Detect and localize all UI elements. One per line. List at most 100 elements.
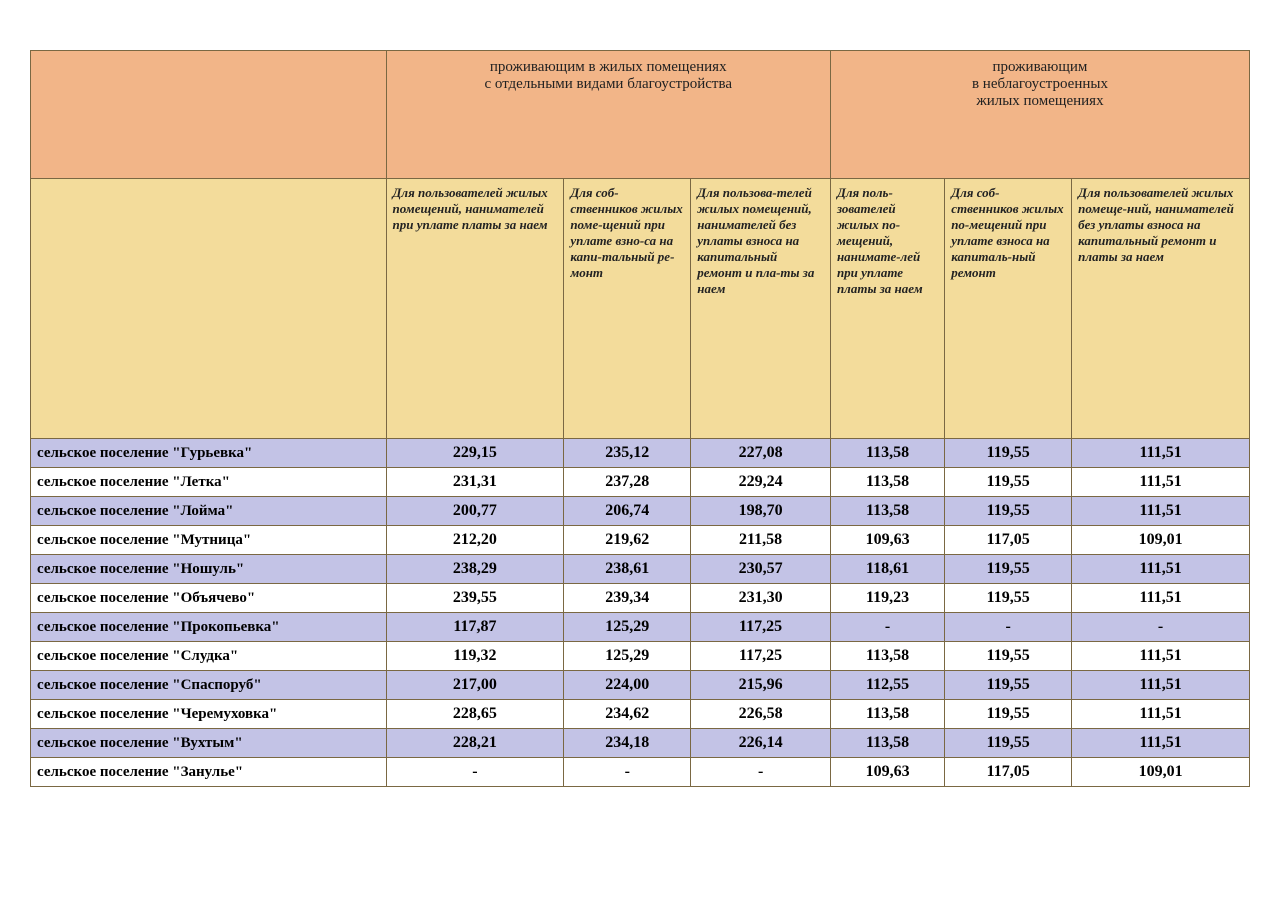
cell-value: 239,34 bbox=[564, 584, 691, 613]
row-name: сельское поселение "Черемуховка" bbox=[31, 700, 387, 729]
cell-value: 119,55 bbox=[945, 468, 1072, 497]
sub-header-empty bbox=[31, 179, 387, 439]
cell-value: 219,62 bbox=[564, 526, 691, 555]
cell-value: 234,18 bbox=[564, 729, 691, 758]
cell-value: 125,29 bbox=[564, 642, 691, 671]
cell-value: 119,55 bbox=[945, 671, 1072, 700]
cell-value: 119,55 bbox=[945, 497, 1072, 526]
sub-header-row: Для пользователей жилых помещений, наним… bbox=[31, 179, 1250, 439]
cell-value: 111,51 bbox=[1072, 468, 1250, 497]
cell-value: 224,00 bbox=[564, 671, 691, 700]
tariff-table: проживающим в жилых помещенияхс отдельны… bbox=[30, 50, 1250, 787]
cell-value: 109,63 bbox=[830, 758, 944, 787]
cell-value: 119,55 bbox=[945, 729, 1072, 758]
cell-value: 113,58 bbox=[830, 468, 944, 497]
table-row: сельское поселение "Мутница"212,20219,62… bbox=[31, 526, 1250, 555]
row-name: сельское поселение "Слудка" bbox=[31, 642, 387, 671]
cell-value: 226,14 bbox=[691, 729, 831, 758]
cell-value: 113,58 bbox=[830, 729, 944, 758]
cell-value: 111,51 bbox=[1072, 729, 1250, 758]
cell-value: - bbox=[691, 758, 831, 787]
cell-value: 235,12 bbox=[564, 439, 691, 468]
table-row: сельское поселение "Черемуховка"228,6523… bbox=[31, 700, 1250, 729]
table-row: сельское поселение "Ношуль"238,29238,612… bbox=[31, 555, 1250, 584]
row-name: сельское поселение "Вухтым" bbox=[31, 729, 387, 758]
cell-value: 215,96 bbox=[691, 671, 831, 700]
sub-header-6: Для пользователей жилых помеще-ний, нани… bbox=[1072, 179, 1250, 439]
cell-value: 238,61 bbox=[564, 555, 691, 584]
row-name: сельское поселение "Мутница" bbox=[31, 526, 387, 555]
cell-value: 111,51 bbox=[1072, 497, 1250, 526]
group-header-b: проживающимв неблагоустроенныхжилых поме… bbox=[830, 51, 1249, 179]
cell-value: 230,57 bbox=[691, 555, 831, 584]
row-name: сельское поселение "Гурьевка" bbox=[31, 439, 387, 468]
cell-value: 117,25 bbox=[691, 642, 831, 671]
cell-value: 217,00 bbox=[386, 671, 564, 700]
cell-value: 111,51 bbox=[1072, 555, 1250, 584]
cell-value: 206,74 bbox=[564, 497, 691, 526]
cell-value: 229,24 bbox=[691, 468, 831, 497]
row-name: сельское поселение "Объячево" bbox=[31, 584, 387, 613]
cell-value: 113,58 bbox=[830, 497, 944, 526]
cell-value: 234,62 bbox=[564, 700, 691, 729]
cell-value: 119,55 bbox=[945, 555, 1072, 584]
cell-value: 119,55 bbox=[945, 584, 1072, 613]
sub-header-2: Для соб-ственников жилых поме-щений при … bbox=[564, 179, 691, 439]
cell-value: - bbox=[945, 613, 1072, 642]
cell-value: 113,58 bbox=[830, 642, 944, 671]
cell-value: 119,32 bbox=[386, 642, 564, 671]
cell-value: 117,05 bbox=[945, 526, 1072, 555]
cell-value: 113,58 bbox=[830, 700, 944, 729]
table-row: сельское поселение "Занулье"---109,63117… bbox=[31, 758, 1250, 787]
table-row: сельское поселение "Летка"231,31237,2822… bbox=[31, 468, 1250, 497]
cell-value: 226,58 bbox=[691, 700, 831, 729]
cell-value: 118,61 bbox=[830, 555, 944, 584]
cell-value: 228,21 bbox=[386, 729, 564, 758]
table-row: сельское поселение "Лойма"200,77206,7419… bbox=[31, 497, 1250, 526]
cell-value: 231,30 bbox=[691, 584, 831, 613]
cell-value: 231,31 bbox=[386, 468, 564, 497]
table-row: сельское поселение "Прокопьевка"117,8712… bbox=[31, 613, 1250, 642]
row-name: сельское поселение "Летка" bbox=[31, 468, 387, 497]
cell-value: 200,77 bbox=[386, 497, 564, 526]
cell-value: 109,63 bbox=[830, 526, 944, 555]
cell-value: - bbox=[386, 758, 564, 787]
cell-value: 117,05 bbox=[945, 758, 1072, 787]
group-header-a: проживающим в жилых помещенияхс отдельны… bbox=[386, 51, 830, 179]
cell-value: 237,28 bbox=[564, 468, 691, 497]
table-row: сельское поселение "Спаспоруб"217,00224,… bbox=[31, 671, 1250, 700]
group-header-empty bbox=[31, 51, 387, 179]
cell-value: 229,15 bbox=[386, 439, 564, 468]
cell-value: - bbox=[564, 758, 691, 787]
row-name: сельское поселение "Прокопьевка" bbox=[31, 613, 387, 642]
cell-value: 112,55 bbox=[830, 671, 944, 700]
cell-value: 117,25 bbox=[691, 613, 831, 642]
cell-value: 119,55 bbox=[945, 700, 1072, 729]
table-row: сельское поселение "Слудка"119,32125,291… bbox=[31, 642, 1250, 671]
sub-header-3: Для пользова-телей жилых помещений, нани… bbox=[691, 179, 831, 439]
table-row: сельское поселение "Гурьевка"229,15235,1… bbox=[31, 439, 1250, 468]
cell-value: 113,58 bbox=[830, 439, 944, 468]
table-body: сельское поселение "Гурьевка"229,15235,1… bbox=[31, 439, 1250, 787]
cell-value: 111,51 bbox=[1072, 584, 1250, 613]
cell-value: 119,55 bbox=[945, 439, 1072, 468]
cell-value: 238,29 bbox=[386, 555, 564, 584]
cell-value: 198,70 bbox=[691, 497, 831, 526]
sub-header-5: Для соб-ственников жилых по-мещений при … bbox=[945, 179, 1072, 439]
cell-value: 109,01 bbox=[1072, 526, 1250, 555]
table-row: сельское поселение "Объячево"239,55239,3… bbox=[31, 584, 1250, 613]
sub-header-1: Для пользователей жилых помещений, наним… bbox=[386, 179, 564, 439]
table-row: сельское поселение "Вухтым"228,21234,182… bbox=[31, 729, 1250, 758]
row-name: сельское поселение "Лойма" bbox=[31, 497, 387, 526]
cell-value: 119,23 bbox=[830, 584, 944, 613]
sub-header-4: Для поль-зователей жилых по-мещений, нан… bbox=[830, 179, 944, 439]
cell-value: 125,29 bbox=[564, 613, 691, 642]
cell-value: - bbox=[830, 613, 944, 642]
cell-value: 119,55 bbox=[945, 642, 1072, 671]
group-header-row: проживающим в жилых помещенияхс отдельны… bbox=[31, 51, 1250, 179]
cell-value: 228,65 bbox=[386, 700, 564, 729]
cell-value: - bbox=[1072, 613, 1250, 642]
row-name: сельское поселение "Занулье" bbox=[31, 758, 387, 787]
cell-value: 111,51 bbox=[1072, 642, 1250, 671]
cell-value: 109,01 bbox=[1072, 758, 1250, 787]
